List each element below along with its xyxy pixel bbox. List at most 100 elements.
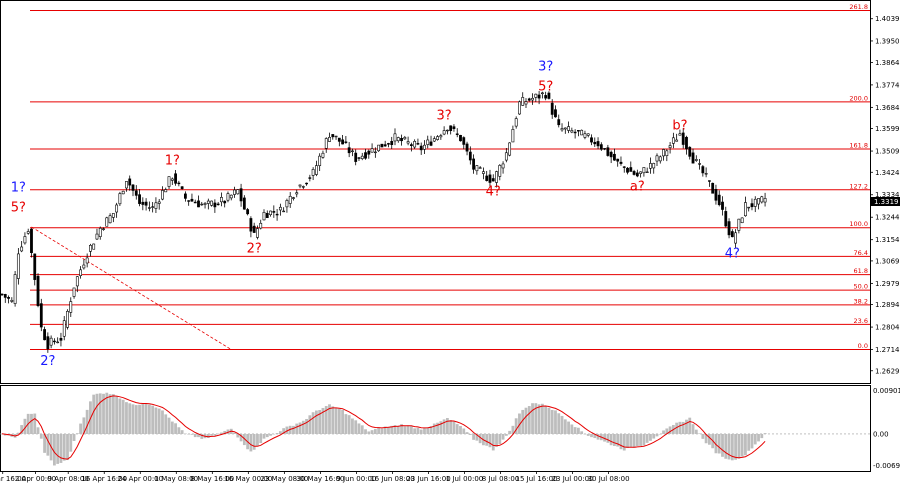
price-tick-label: 1.3864: [875, 59, 900, 67]
candle-body: [197, 200, 200, 208]
price-tick-label: 1.3509: [875, 148, 900, 156]
candle-body: [105, 217, 109, 227]
candle-body: [115, 204, 119, 213]
fib-label-100.0: 100.0: [849, 220, 868, 228]
histogram-bar: [331, 406, 335, 434]
histogram-bar: [560, 415, 564, 434]
candle-body: [534, 93, 538, 98]
candle-body: [177, 182, 181, 185]
histogram-bar: [734, 433, 737, 460]
price-axis: 1.4039 1.3950 1.3864 1.3774 1.3684 1.3599 1.35…: [870, 15, 900, 375]
histogram-bar: [570, 424, 574, 434]
candle-body: [478, 167, 482, 169]
candle-body: [213, 202, 217, 208]
histogram-bar: [341, 409, 344, 434]
candle-body: [102, 228, 105, 230]
histogram-bar: [642, 433, 646, 446]
candle-body: [468, 151, 472, 161]
candle-body: [409, 144, 413, 146]
histogram-bar: [714, 433, 718, 454]
histogram-bar: [652, 433, 656, 439]
histogram-bar: [92, 394, 96, 434]
histogram-bar: [534, 403, 538, 434]
candle-body: [711, 182, 715, 194]
histogram-bar: [53, 433, 56, 466]
histogram-bar: [134, 405, 138, 434]
histogram-bar: [190, 433, 194, 435]
candle-body: [7, 297, 10, 299]
histogram-bar: [226, 429, 230, 434]
histogram-bar: [567, 421, 570, 434]
histogram-bar: [557, 413, 561, 434]
histogram-bar: [459, 426, 462, 434]
candle-body: [108, 215, 112, 224]
histogram-bar: [360, 425, 364, 434]
candle-body: [324, 138, 328, 149]
histogram-bar: [449, 420, 453, 434]
histogram-bar: [688, 417, 692, 434]
candle-body: [10, 299, 14, 302]
candle-body: [498, 165, 502, 177]
candle-body: [704, 173, 708, 175]
candle-body: [16, 253, 20, 279]
histogram-bar: [747, 433, 751, 451]
candle-body: [193, 201, 197, 204]
candle-body: [66, 310, 69, 328]
price-tick-label: 1.2894: [875, 301, 900, 309]
histogram-bar: [380, 428, 384, 434]
candle-body: [203, 203, 207, 205]
candle-body: [721, 201, 724, 210]
histogram-bar: [151, 405, 155, 434]
time-tick-label: 1 Jul 00:00: [446, 475, 484, 483]
candle-body: [681, 132, 685, 145]
candle-body: [161, 190, 164, 200]
histogram-bar: [383, 426, 387, 434]
candle-body: [760, 196, 764, 203]
candle-body: [210, 200, 214, 206]
histogram-bar: [619, 433, 623, 450]
histogram-bar: [514, 418, 518, 434]
histogram-bar: [655, 433, 659, 437]
histogram-bar: [75, 433, 79, 434]
price-tick-label: 1.3774: [875, 81, 900, 89]
wave-label-7: 3?: [538, 60, 553, 75]
candle-body: [645, 171, 649, 174]
histogram-bar: [606, 433, 610, 443]
candle-body: [439, 135, 443, 138]
candle-body: [613, 153, 616, 161]
time-tick-label: 9 Jun 00:00: [336, 475, 376, 483]
candle-body: [347, 147, 351, 154]
candle-body: [550, 102, 554, 115]
histogram-bar: [550, 409, 554, 434]
candle-body: [354, 152, 358, 162]
histogram-bar: [311, 412, 315, 434]
price-tick-label: 1.2979: [875, 280, 900, 288]
candle-body: [426, 139, 430, 145]
histogram-bar: [272, 433, 276, 435]
histogram-bar: [727, 433, 731, 460]
candle-body: [413, 141, 417, 148]
candle-body: [531, 97, 534, 101]
candle-body: [508, 142, 512, 156]
candle-body: [187, 200, 191, 202]
candle-body: [288, 195, 292, 204]
candle-body: [98, 227, 102, 237]
candle-body: [737, 218, 741, 231]
candle-body: [626, 167, 629, 173]
histogram-bar: [757, 433, 760, 442]
histogram-bar: [324, 406, 328, 434]
wave-label-2: 2?: [40, 354, 55, 369]
oscillator-tick-label: 0.00: [873, 430, 889, 438]
candle-body: [396, 137, 400, 142]
histogram-bar: [446, 418, 449, 434]
candles: [0, 90, 767, 353]
candle-body: [609, 151, 613, 158]
oscillator-tick-label: 0.00901: [873, 387, 900, 395]
histogram-bar: [328, 404, 331, 434]
time-tick-label: 16 May 00:00: [224, 475, 272, 483]
candle-body: [527, 98, 531, 101]
histogram-bar: [46, 433, 50, 456]
histogram-bar: [649, 433, 652, 441]
candle-body: [229, 194, 233, 199]
oscillator-axis: 0.00901 0.00 -0.00692: [873, 387, 900, 470]
